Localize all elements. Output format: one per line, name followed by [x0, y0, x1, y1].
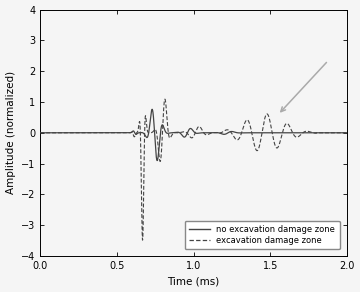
X-axis label: Time (ms): Time (ms) — [167, 277, 220, 286]
Y-axis label: Amplitude (normalized): Amplitude (normalized) — [5, 71, 15, 194]
Legend: no excavation damage zone, excavation damage zone: no excavation damage zone, excavation da… — [185, 220, 339, 249]
